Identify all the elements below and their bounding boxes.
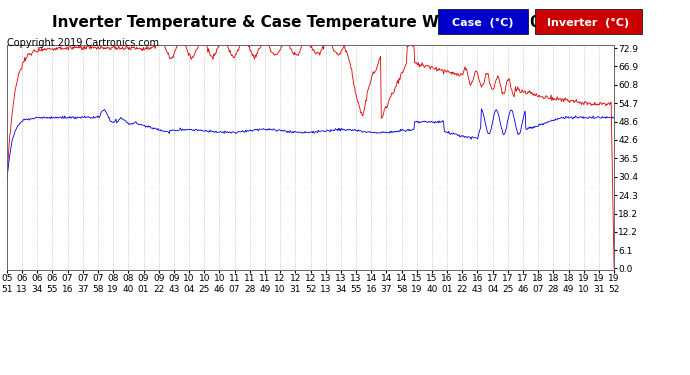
Text: Case  (°C): Case (°C) [452,18,514,27]
Text: Inverter Temperature & Case Temperature Wed Aug 7 20:03: Inverter Temperature & Case Temperature … [52,15,569,30]
Text: Copyright 2019 Cartronics.com: Copyright 2019 Cartronics.com [7,38,159,48]
Text: Inverter  (°C): Inverter (°C) [546,18,629,27]
